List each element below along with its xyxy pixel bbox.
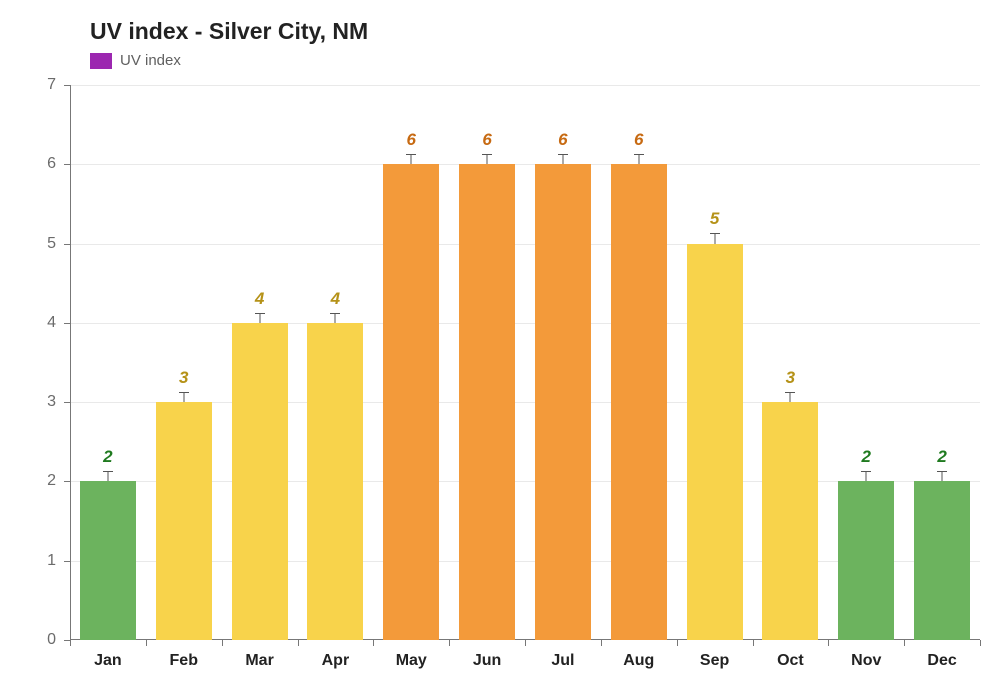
bar-whisker-cap xyxy=(406,154,416,155)
x-tick-mark xyxy=(753,640,754,646)
bar xyxy=(459,164,515,640)
bar-whisker-cap xyxy=(103,471,113,472)
bar xyxy=(535,164,591,640)
bar xyxy=(914,481,970,640)
bar-whisker xyxy=(714,233,715,243)
legend-swatch xyxy=(90,53,112,69)
x-tick-mark xyxy=(601,640,602,646)
bar-value-label: 2 xyxy=(862,447,871,467)
bar-value-label: 5 xyxy=(710,209,719,229)
bar-whisker-cap xyxy=(330,313,340,314)
x-tick-mark xyxy=(373,640,374,646)
bar xyxy=(307,323,363,640)
bar xyxy=(80,481,136,640)
uv-index-chart: UV index - Silver City, NM UV index 0 1 2 3… xyxy=(0,0,1000,700)
x-tick-mark xyxy=(70,640,71,646)
y-tick-label: 4 xyxy=(47,314,56,332)
bar xyxy=(232,323,288,640)
bar xyxy=(611,164,667,640)
legend-label: UV index xyxy=(120,52,181,69)
bar-whisker xyxy=(942,471,943,481)
bar-whisker-cap xyxy=(179,392,189,393)
bar-whisker xyxy=(107,471,108,481)
x-axis-label: Dec xyxy=(927,652,956,670)
y-tick-label: 5 xyxy=(47,235,56,253)
bar-whisker-cap xyxy=(558,154,568,155)
bar-whisker-cap xyxy=(937,471,947,472)
bar-value-label: 3 xyxy=(179,368,188,388)
bar-whisker-cap xyxy=(861,471,871,472)
bar-value-label: 6 xyxy=(558,130,567,150)
bar-value-label: 3 xyxy=(786,368,795,388)
y-axis xyxy=(70,85,71,640)
bar-value-label: 6 xyxy=(407,130,416,150)
x-axis-label: Sep xyxy=(700,652,729,670)
bar-value-label: 6 xyxy=(482,130,491,150)
bar xyxy=(383,164,439,640)
x-axis-label: Mar xyxy=(245,652,273,670)
x-axis-label: Oct xyxy=(777,652,804,670)
bar-value-label: 6 xyxy=(634,130,643,150)
chart-legend: UV index xyxy=(90,52,181,69)
bar-whisker xyxy=(790,392,791,402)
x-tick-mark xyxy=(525,640,526,646)
y-tick-label: 0 xyxy=(47,631,56,649)
x-axis-label: Jan xyxy=(94,652,122,670)
grid-line xyxy=(70,244,980,245)
grid-line xyxy=(70,323,980,324)
x-tick-mark xyxy=(828,640,829,646)
x-axis-label: Nov xyxy=(851,652,881,670)
x-tick-mark xyxy=(449,640,450,646)
y-tick-label: 6 xyxy=(47,155,56,173)
y-tick-label: 3 xyxy=(47,393,56,411)
x-axis-label: Jul xyxy=(551,652,574,670)
grid-line xyxy=(70,85,980,86)
y-tick-label: 1 xyxy=(47,552,56,570)
bar-whisker-cap xyxy=(634,154,644,155)
plot-area: 012345672Jan3Feb4Mar4Apr6May6Jun6Jul6Aug… xyxy=(70,85,980,640)
bar-value-label: 2 xyxy=(937,447,946,467)
bar-value-label: 4 xyxy=(331,289,340,309)
bar-whisker xyxy=(866,471,867,481)
x-tick-mark xyxy=(980,640,981,646)
bar xyxy=(687,244,743,640)
bar xyxy=(838,481,894,640)
bar-value-label: 2 xyxy=(103,447,112,467)
x-tick-mark xyxy=(146,640,147,646)
bar-whisker xyxy=(562,154,563,164)
x-axis-label: May xyxy=(396,652,427,670)
bar-whisker xyxy=(259,313,260,323)
x-axis-label: Aug xyxy=(623,652,654,670)
bar-whisker-cap xyxy=(785,392,795,393)
bar-whisker-cap xyxy=(255,313,265,314)
x-axis-label: Jun xyxy=(473,652,501,670)
x-tick-mark xyxy=(222,640,223,646)
bar-whisker-cap xyxy=(710,233,720,234)
bar-whisker-cap xyxy=(482,154,492,155)
bar xyxy=(762,402,818,640)
bar-whisker xyxy=(411,154,412,164)
x-axis-label: Feb xyxy=(170,652,198,670)
bar-whisker xyxy=(335,313,336,323)
y-tick-label: 2 xyxy=(47,472,56,490)
bar-whisker xyxy=(638,154,639,164)
bar-whisker xyxy=(183,392,184,402)
bar-whisker xyxy=(487,154,488,164)
x-tick-mark xyxy=(904,640,905,646)
bar xyxy=(156,402,212,640)
chart-title: UV index - Silver City, NM xyxy=(90,18,368,45)
x-axis-label: Apr xyxy=(322,652,350,670)
x-tick-mark xyxy=(677,640,678,646)
y-tick-label: 7 xyxy=(47,76,56,94)
grid-line xyxy=(70,164,980,165)
bar-value-label: 4 xyxy=(255,289,264,309)
x-tick-mark xyxy=(298,640,299,646)
